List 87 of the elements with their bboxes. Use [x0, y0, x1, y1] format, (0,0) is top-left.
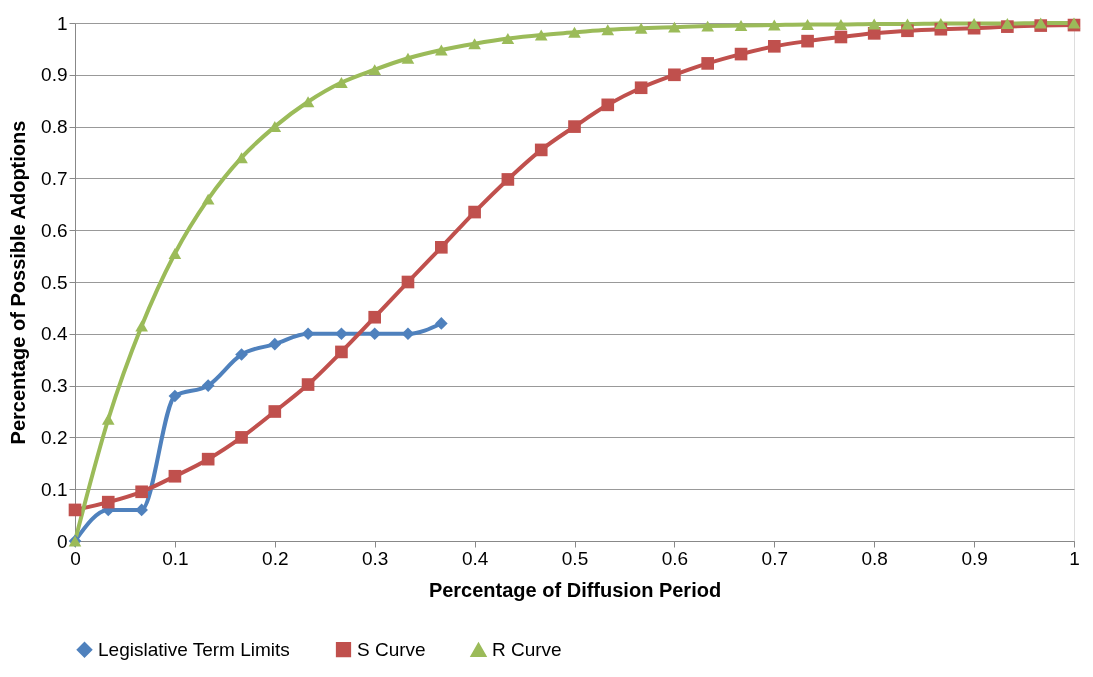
point [435, 44, 448, 56]
legend-label: S Curve [357, 638, 426, 660]
point [1001, 18, 1014, 29]
point [668, 68, 681, 82]
point [734, 20, 748, 32]
point [967, 18, 981, 29]
point [168, 248, 182, 259]
point [801, 34, 814, 48]
x-tick-label: 0.5 [561, 547, 589, 569]
point [634, 81, 648, 95]
point [701, 20, 714, 32]
point [934, 18, 948, 29]
point [135, 485, 148, 499]
point [734, 47, 748, 61]
point [767, 39, 781, 53]
y-tick-label: 0.9 [41, 64, 68, 86]
point [501, 173, 515, 186]
point [235, 431, 248, 444]
point [368, 310, 382, 324]
x-tick-label: 0.4 [461, 547, 489, 569]
point [235, 152, 248, 164]
point [301, 96, 315, 108]
point [401, 327, 415, 341]
point [435, 317, 448, 330]
point [601, 98, 615, 112]
point [168, 469, 182, 483]
y-tick-label: 0.5 [41, 271, 68, 293]
x-tick-label: 0.1 [162, 547, 189, 569]
point [534, 143, 548, 157]
point [401, 52, 415, 64]
point [201, 193, 215, 205]
point [301, 327, 315, 341]
point [335, 345, 348, 359]
x-axis-title: Percentage of Diffusion Period [428, 578, 722, 601]
point [468, 205, 481, 219]
point [634, 22, 648, 34]
y-tick-label: 0.7 [41, 167, 68, 189]
point [168, 389, 182, 403]
x-tick-label: 0.3 [361, 547, 389, 569]
point [135, 503, 148, 517]
point [201, 452, 215, 466]
point [767, 19, 781, 31]
point [534, 29, 548, 41]
y-tick-label: 0.3 [41, 375, 68, 397]
point [201, 379, 215, 392]
y-tick-label: 0.2 [41, 426, 68, 448]
point [301, 378, 315, 391]
x-tick-label: 0.9 [961, 547, 988, 569]
point [568, 26, 581, 38]
point [368, 64, 382, 76]
y-tick-label: 0 [56, 530, 68, 552]
x-tick-label: 0.2 [262, 547, 289, 569]
y-tick-label: 0.4 [41, 323, 68, 345]
point [368, 327, 382, 341]
x-tick-label: 0.7 [761, 547, 789, 569]
point [867, 18, 881, 30]
point [901, 18, 914, 30]
point [335, 327, 348, 341]
point [668, 21, 681, 33]
x-tick-label: 0.6 [661, 547, 689, 569]
y-tick-label: 0.1 [41, 478, 68, 500]
y-tick-label: 1 [56, 12, 68, 34]
point [268, 337, 282, 351]
point [268, 405, 282, 418]
point [601, 24, 615, 36]
point [101, 413, 115, 425]
y-axis-title: Percentage of Possible Adoptions [7, 120, 30, 445]
y-tick-label: 0.8 [41, 116, 68, 138]
x-tick-label: 0.8 [861, 547, 888, 569]
point [834, 30, 848, 44]
point [401, 275, 415, 289]
point [834, 19, 848, 31]
point [501, 33, 515, 45]
point [435, 240, 448, 254]
point [801, 19, 814, 31]
point [468, 38, 481, 50]
y-tick-label: 0.6 [41, 219, 68, 241]
point [68, 503, 82, 517]
point [335, 77, 348, 89]
point [701, 57, 714, 70]
point [101, 495, 115, 509]
x-tick-label: 1 [1069, 547, 1080, 569]
legend-label: Legislative Term Limits [98, 638, 290, 660]
legend-label: R Curve [492, 639, 562, 661]
point [568, 120, 581, 133]
point [135, 320, 148, 332]
point [235, 348, 248, 361]
